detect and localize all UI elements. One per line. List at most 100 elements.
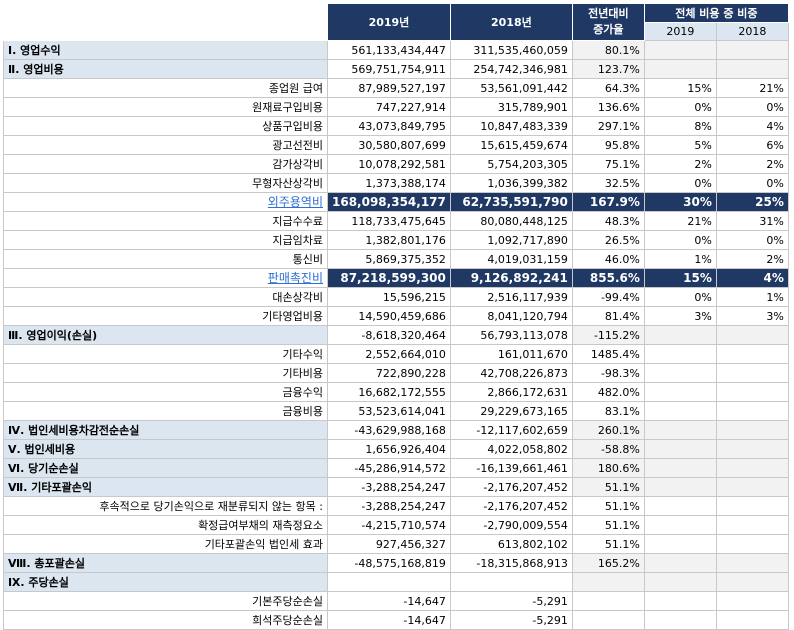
value-2019: 14,590,459,686	[327, 306, 451, 326]
share-2019	[643, 515, 717, 535]
table-row: 기타비용 722,890,228 42,708,226,873 -98.3%	[3, 363, 789, 383]
value-2019: 722,890,228	[327, 363, 451, 383]
row-label: 상품구입비용	[3, 116, 328, 136]
table-row: 기본주당순손실 -14,647 -5,291	[3, 591, 789, 611]
value-2018: 1,092,717,890	[449, 230, 573, 250]
change-rate	[571, 572, 645, 592]
share-2018	[715, 591, 789, 611]
row-label: 금융수익	[3, 382, 328, 402]
row-label: 감가상각비	[3, 154, 328, 174]
change-rate: 32.5%	[571, 173, 645, 193]
share-2019	[643, 610, 717, 630]
value-2018: 80,080,448,125	[449, 211, 573, 231]
header-share-2019: 2019	[643, 22, 717, 41]
row-label: 기본주당순손실	[3, 591, 328, 611]
value-2018: 9,126,892,241	[449, 268, 573, 288]
value-2019: -4,215,710,574	[327, 515, 451, 535]
change-rate: 123.7%	[571, 59, 645, 79]
share-2019: 1%	[643, 249, 717, 269]
value-2019: 118,733,475,645	[327, 211, 451, 231]
value-2018: 1,036,399,382	[449, 173, 573, 193]
value-2019: -45,286,914,572	[327, 458, 451, 478]
row-label: Ⅸ. 주당손실	[3, 572, 328, 592]
row-label: Ⅵ. 당기순손실	[3, 458, 328, 478]
row-label: 금융비용	[3, 401, 328, 421]
row-label: 원재료구입비용	[3, 97, 328, 117]
change-rate: 51.1%	[571, 477, 645, 497]
change-rate: -58.8%	[571, 439, 645, 459]
header-corner	[3, 3, 328, 41]
row-label: Ⅶ. 기타포괄손익	[3, 477, 328, 497]
share-2019	[643, 363, 717, 383]
value-2019	[327, 572, 451, 592]
table-row: 금융수익 16,682,172,555 2,866,172,631 482.0%	[3, 382, 789, 402]
row-label: 판매촉진비	[3, 268, 328, 288]
table-row: 지급수수료 118,733,475,645 80,080,448,125 48.3% 2…	[3, 211, 789, 231]
table-row: Ⅰ. 영업수익 561,133,434,447 311,535,460,059 80.…	[3, 40, 789, 60]
value-2018: 8,041,120,794	[449, 306, 573, 326]
row-label: 기타비용	[3, 363, 328, 383]
value-2019: 43,073,849,795	[327, 116, 451, 136]
share-2019: 3%	[643, 306, 717, 326]
share-2018	[715, 40, 789, 60]
row-label: 희석주당순손실	[3, 610, 328, 630]
share-2019	[643, 477, 717, 497]
share-2019	[643, 591, 717, 611]
row-label: Ⅷ. 총포괄손실	[3, 553, 328, 573]
change-rate: 80.1%	[571, 40, 645, 60]
change-rate: 51.1%	[571, 534, 645, 554]
row-label: 종업원 급여	[3, 78, 328, 98]
value-2019: 10,078,292,581	[327, 154, 451, 174]
value-2018: 4,022,058,802	[449, 439, 573, 459]
value-2018: 15,615,459,674	[449, 135, 573, 155]
value-2019: 2,552,664,010	[327, 344, 451, 364]
table-row: 기타영업비용 14,590,459,686 8,041,120,794 81.4% 3%…	[3, 306, 789, 326]
row-label: Ⅰ. 영업수익	[3, 40, 328, 60]
value-2018: -2,790,009,554	[449, 515, 573, 535]
row-label: Ⅳ. 법인세비용차감전순손실	[3, 420, 328, 440]
share-2019	[643, 553, 717, 573]
table-row: 희석주당순손실 -14,647 -5,291	[3, 610, 789, 630]
change-rate: -115.2%	[571, 325, 645, 345]
value-2018: -5,291	[449, 591, 573, 611]
change-rate: 26.5%	[571, 230, 645, 250]
share-2019: 0%	[643, 173, 717, 193]
change-rate: 51.1%	[571, 515, 645, 535]
value-2019: 53,523,614,041	[327, 401, 451, 421]
value-2018: -16,139,661,461	[449, 458, 573, 478]
share-2018: 6%	[715, 135, 789, 155]
table-row: 감가상각비 10,078,292,581 5,754,203,305 75.1% 2% 2…	[3, 154, 789, 174]
table-row: 지급임차료 1,382,801,176 1,092,717,890 26.5% 0% 0%	[3, 230, 789, 250]
value-2019: -14,647	[327, 610, 451, 630]
value-2019: 927,456,327	[327, 534, 451, 554]
table-row: 광고선전비 30,580,807,699 15,615,459,674 95.8% 5%…	[3, 135, 789, 155]
change-rate: 136.6%	[571, 97, 645, 117]
table-row: Ⅸ. 주당손실	[3, 572, 789, 592]
table-row: Ⅷ. 총포괄손실 -48,575,168,819 -18,315,868,913 16…	[3, 553, 789, 573]
table-row: 무형자산상각비 1,373,388,174 1,036,399,382 32.5% 0%…	[3, 173, 789, 193]
value-2018: -18,315,868,913	[449, 553, 573, 573]
change-rate: 51.1%	[571, 496, 645, 516]
share-2019: 0%	[643, 97, 717, 117]
change-rate: 83.1%	[571, 401, 645, 421]
change-rate: 165.2%	[571, 553, 645, 573]
change-rate: -99.4%	[571, 287, 645, 307]
row-label: 확정급여부채의 재측정요소	[3, 515, 328, 535]
share-2019	[643, 572, 717, 592]
table-row: 후속적으로 당기손익으로 재분류되지 않는 항목 : -3,288,254,247…	[3, 496, 789, 516]
change-rate	[571, 591, 645, 611]
change-rate: 64.3%	[571, 78, 645, 98]
value-2019: 569,751,754,911	[327, 59, 451, 79]
share-2019	[643, 401, 717, 421]
table-row: 상품구입비용 43,073,849,795 10,847,483,339 297.1%…	[3, 116, 789, 136]
value-2018: 53,561,091,442	[449, 78, 573, 98]
value-2018: -2,176,207,452	[449, 496, 573, 516]
table-row: 종업원 급여 87,989,527,197 53,561,091,442 64.3% 1…	[3, 78, 789, 98]
value-2019: -3,288,254,247	[327, 477, 451, 497]
value-2019: 30,580,807,699	[327, 135, 451, 155]
share-2018	[715, 496, 789, 516]
value-2019: 5,869,375,352	[327, 249, 451, 269]
table-body: Ⅰ. 영업수익 561,133,434,447 311,535,460,059 80.…	[3, 40, 789, 630]
share-2019	[643, 439, 717, 459]
header-share-2018: 2018	[715, 22, 789, 41]
